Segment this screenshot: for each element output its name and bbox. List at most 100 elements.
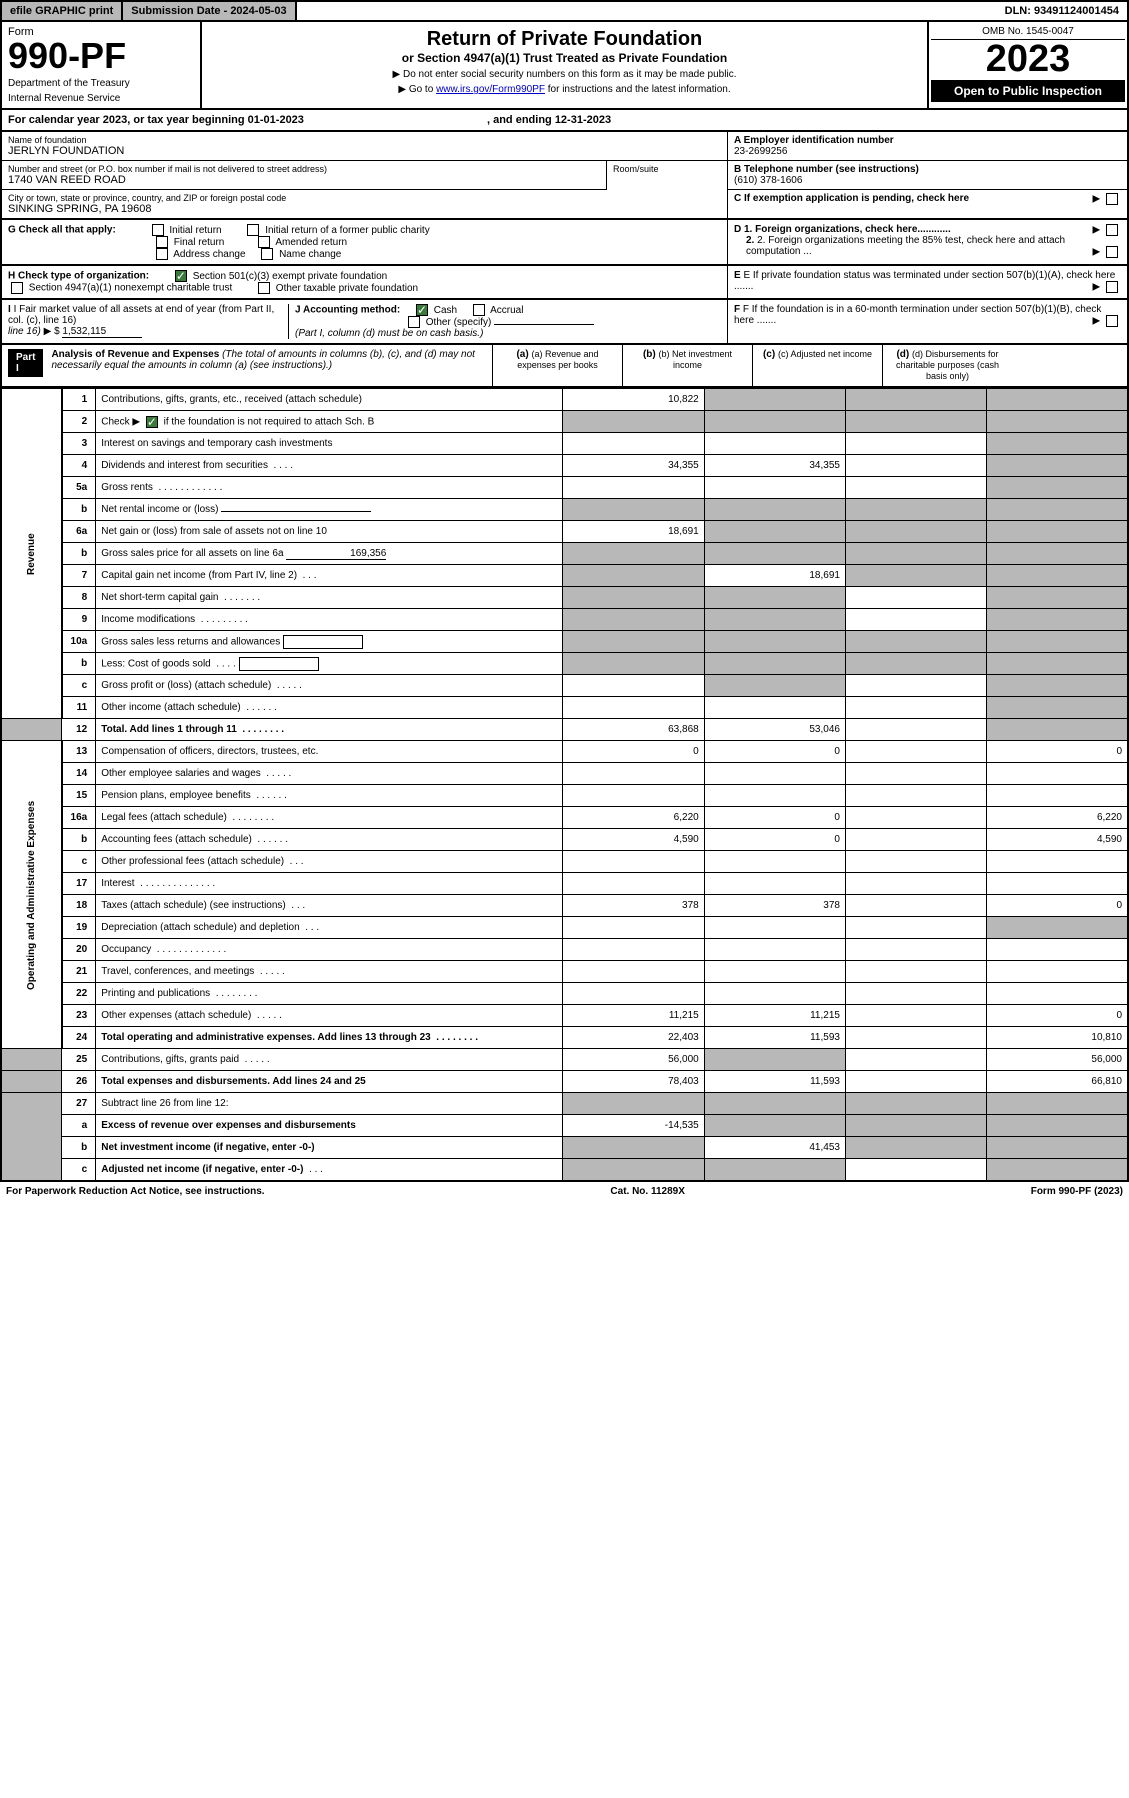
other-method-checkbox[interactable] [408, 316, 420, 328]
r5b-a [563, 499, 704, 521]
r12-desc: Total. Add lines 1 through 11 . . . . . … [96, 719, 563, 741]
row-27b: b Net investment income (if negative, en… [1, 1137, 1128, 1159]
r10c-num: c [62, 675, 96, 697]
r27b-b: 41,453 [704, 1137, 845, 1159]
row-8: 8 Net short-term capital gain . . . . . … [1, 587, 1128, 609]
r6a-d [987, 521, 1128, 543]
col-c-header: (c) (c) Adjusted net income [752, 345, 882, 386]
row-10a: 10a Gross sales less returns and allowan… [1, 631, 1128, 653]
r12-c [845, 719, 986, 741]
r16a-b: 0 [704, 807, 845, 829]
r5b-d [987, 499, 1128, 521]
room-cell: Room/suite [607, 161, 727, 190]
r27c-num: c [62, 1159, 96, 1181]
i-value: 1,532,115 [62, 326, 142, 338]
d1-label: D 1. Foreign organizations, check here..… [734, 224, 951, 235]
r27a-c [845, 1115, 986, 1137]
r13-d: 0 [987, 741, 1128, 763]
r9-a [563, 609, 704, 631]
r21-d [987, 961, 1128, 983]
r17-desc: Interest . . . . . . . . . . . . . . [96, 873, 563, 895]
addr-label: Number and street (or P.O. box number if… [8, 164, 600, 174]
c-checkbox[interactable] [1106, 193, 1118, 205]
r15-a [563, 785, 704, 807]
r27c-d [987, 1159, 1128, 1181]
open-public: Open to Public Inspection [931, 80, 1125, 102]
501c3-checkbox[interactable] [175, 270, 187, 282]
r27c-c [845, 1159, 986, 1181]
form990pf-link[interactable]: www.irs.gov/Form990PF [436, 84, 545, 95]
h-left: H Check type of organization: Section 50… [2, 266, 727, 298]
initial-former-checkbox[interactable] [247, 224, 259, 236]
r11-num: 11 [62, 697, 96, 719]
initial-return-checkbox[interactable] [152, 224, 164, 236]
r16b-d: 4,590 [987, 829, 1128, 851]
r22-a [563, 983, 704, 1005]
r6a-b [704, 521, 845, 543]
col-b-text: (b) Net investment income [659, 349, 733, 370]
r10a-a [563, 631, 704, 653]
row-15: 15 Pension plans, employee benefits . . … [1, 785, 1128, 807]
i-arrow: ▶ $ [44, 326, 60, 337]
r5b-b [704, 499, 845, 521]
d2-checkbox[interactable] [1106, 246, 1118, 258]
row-10c: c Gross profit or (loss) (attach schedul… [1, 675, 1128, 697]
row-26: 26 Total expenses and disbursements. Add… [1, 1071, 1128, 1093]
phone-label: B Telephone number (see instructions) [734, 164, 1121, 175]
name-change-checkbox[interactable] [261, 248, 273, 260]
r16a-num: 16a [62, 807, 96, 829]
r14-a [563, 763, 704, 785]
row-16b: b Accounting fees (attach schedule) . . … [1, 829, 1128, 851]
final-return-checkbox[interactable] [156, 236, 168, 248]
r6b-desc: Gross sales price for all assets on line… [96, 543, 563, 565]
cal-year-end: , and ending 12-31-2023 [487, 114, 611, 126]
row-22: 22 Printing and publications . . . . . .… [1, 983, 1128, 1005]
f-label: F If the foundation is in a 60-month ter… [734, 304, 1101, 326]
part1-label-cell: Part I Analysis of Revenue and Expenses … [2, 345, 492, 386]
d1-checkbox[interactable] [1106, 224, 1118, 236]
amended-return-checkbox[interactable] [258, 236, 270, 248]
r24-num: 24 [62, 1027, 96, 1049]
identification-block: Name of foundation JERLYN FOUNDATION Num… [0, 132, 1129, 220]
part1-title: Analysis of Revenue and Expenses [51, 349, 219, 360]
r16c-d [987, 851, 1128, 873]
header-mid: Return of Private Foundation or Section … [202, 22, 927, 108]
note2-post: for instructions and the latest informat… [545, 84, 731, 95]
r19-num: 19 [62, 917, 96, 939]
r27-side [1, 1093, 62, 1181]
address-change-checkbox[interactable] [156, 248, 168, 260]
r6a-num: 6a [62, 521, 96, 543]
other-taxable-checkbox[interactable] [258, 282, 270, 294]
accrual-checkbox[interactable] [473, 304, 485, 316]
r16b-desc: Accounting fees (attach schedule) . . . … [96, 829, 563, 851]
r25-c [845, 1049, 986, 1071]
f-checkbox[interactable] [1106, 315, 1118, 327]
j-other: Other (specify) [426, 317, 492, 328]
row-11: 11 Other income (attach schedule) . . . … [1, 697, 1128, 719]
submission-date: Submission Date - 2024-05-03 [123, 2, 296, 20]
r7-d [987, 565, 1128, 587]
note2-pre: ▶ Go to [398, 84, 436, 95]
r22-b [704, 983, 845, 1005]
exemption-pending-cell: C If exemption application is pending, c… [728, 190, 1127, 207]
dln: DLN: 93491124001454 [997, 2, 1127, 20]
r24-desc: Total operating and administrative expen… [96, 1027, 563, 1049]
r26-d: 66,810 [987, 1071, 1128, 1093]
j-block: J Accounting method: Cash Accrual Other … [288, 304, 721, 339]
form-subtitle: or Section 4947(a)(1) Trust Treated as P… [208, 51, 921, 65]
r27c-desc: Adjusted net income (if negative, enter … [96, 1159, 563, 1181]
r20-c [845, 939, 986, 961]
cash-checkbox[interactable] [416, 304, 428, 316]
r3-d [987, 433, 1128, 455]
e-checkbox[interactable] [1106, 281, 1118, 293]
r12-b: 53,046 [704, 719, 845, 741]
r9-c [845, 609, 986, 631]
r27-a [563, 1093, 704, 1115]
r10c-b [704, 675, 845, 697]
r18-d: 0 [987, 895, 1128, 917]
4947a1-checkbox[interactable] [11, 282, 23, 294]
schb-checkbox[interactable] [146, 416, 158, 428]
r16c-b [704, 851, 845, 873]
e-label: E If private foundation status was termi… [734, 270, 1115, 292]
r18-b: 378 [704, 895, 845, 917]
